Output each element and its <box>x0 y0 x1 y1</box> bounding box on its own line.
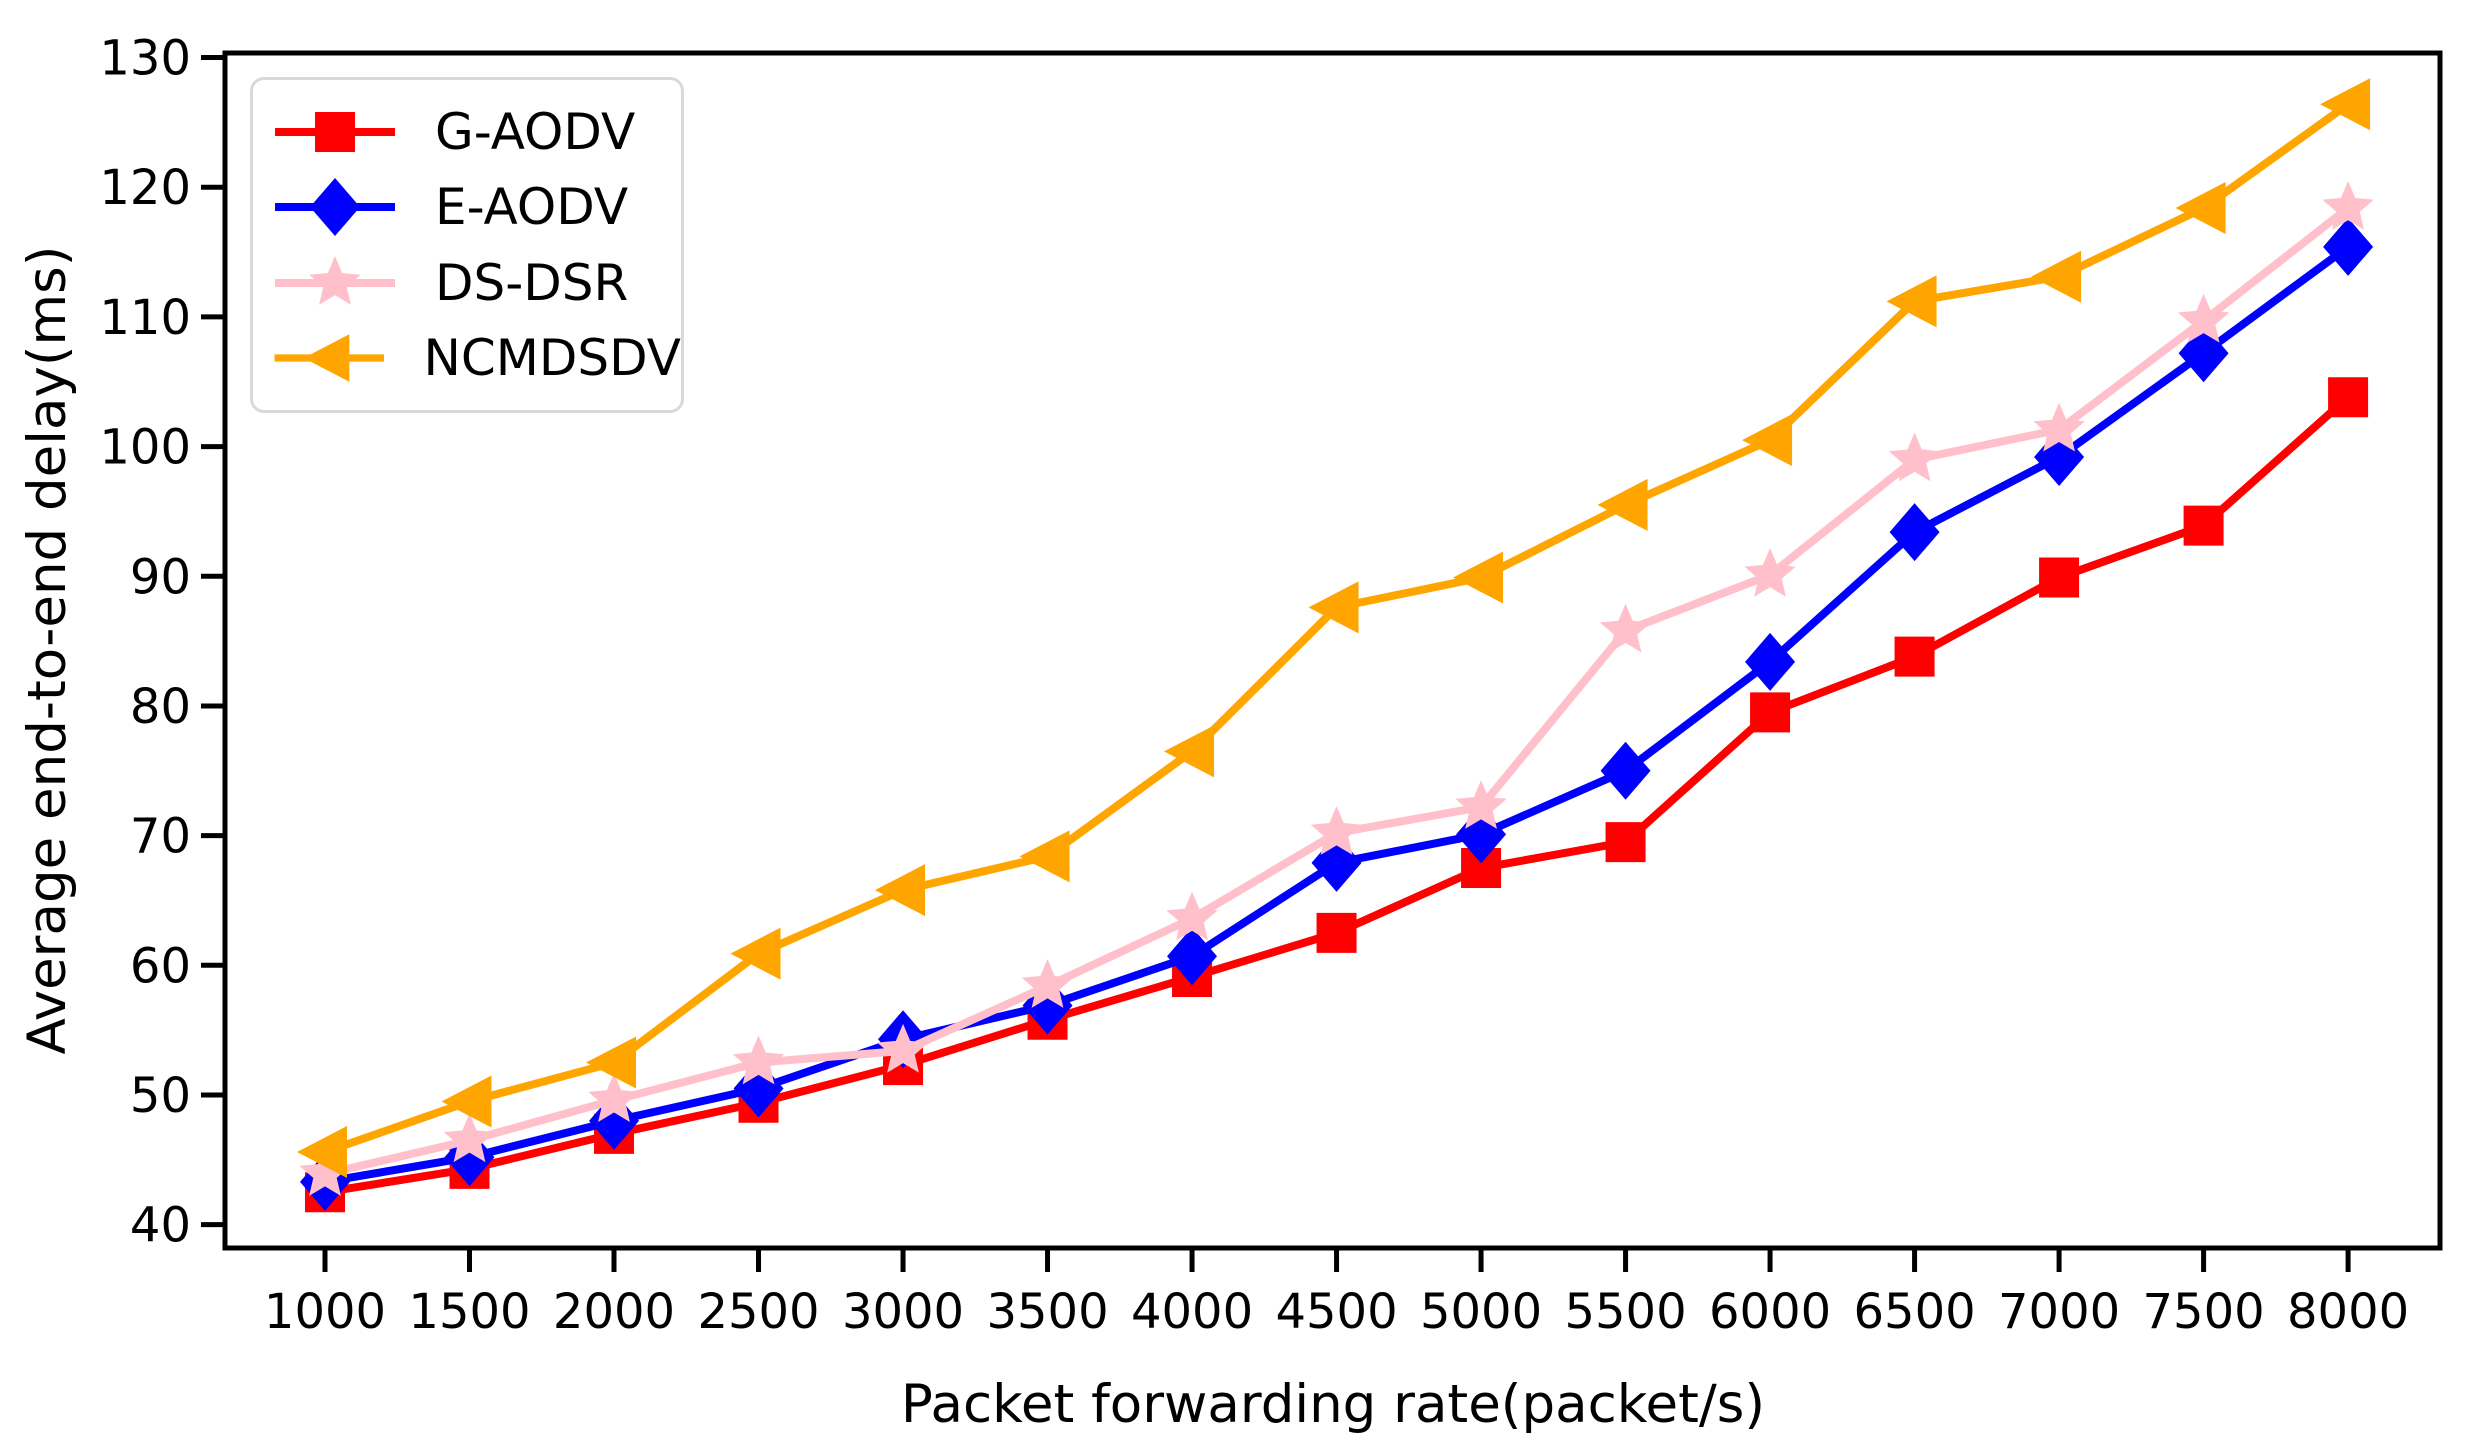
data-point-triangle-left-icon <box>2320 78 2371 131</box>
data-point-triangle-left-icon <box>730 927 781 980</box>
data-point-diamond-icon <box>1745 632 1796 691</box>
x-axis-title: Packet forwarding rate(packet/s) <box>900 1374 1766 1435</box>
legend-diamond-icon <box>275 178 395 237</box>
x-tick-label: 7500 <box>2143 1284 2265 1340</box>
data-point-triangle-left-icon <box>1308 581 1359 634</box>
x-tick-label: 5500 <box>1564 1284 1686 1340</box>
data-point-star-icon <box>299 1147 351 1196</box>
legend-item-DS-DSR: DS-DSR <box>253 251 681 315</box>
x-tick-label: 4000 <box>1131 1284 1253 1340</box>
legend-label: DS-DSR <box>435 253 629 312</box>
data-point-star-icon <box>1744 547 1796 597</box>
data-point-square-icon <box>2039 557 2080 598</box>
data-point-diamond-icon <box>1600 741 1651 800</box>
y-tick-label: 80 <box>130 679 191 735</box>
y-axis: 40 50 60 70 80 90 100 110 120 130 <box>99 31 225 1254</box>
data-point-star-icon <box>732 1035 785 1085</box>
data-point-triangle-left-icon <box>1742 414 1793 467</box>
data-point-triangle-left-icon <box>1164 725 1215 778</box>
y-tick-label: 100 <box>99 420 191 476</box>
x-tick-label: 8000 <box>2287 1284 2409 1340</box>
y-axis-title: Average end-to-end delay(ms) <box>17 245 78 1055</box>
legend-item-E-AODV: E-AODV <box>253 175 681 239</box>
y-tick-label: 120 <box>99 160 191 216</box>
plot-border <box>222 50 2443 1251</box>
legend-label: E-AODV <box>435 178 629 237</box>
data-point-diamond-icon <box>1167 927 1218 986</box>
legend-label: NCMDSDV <box>423 329 681 388</box>
y-tick-label: 110 <box>99 290 191 346</box>
x-tick-label: 1000 <box>264 1284 386 1340</box>
x-tick-label: 6500 <box>1853 1284 1975 1340</box>
data-point-triangle-left-icon <box>875 864 926 917</box>
x-tick-label: 7000 <box>1998 1284 2120 1340</box>
data-point-square-icon <box>2183 505 2224 546</box>
data-point-star-icon <box>1310 806 1363 855</box>
data-point-square-icon <box>1605 822 1646 863</box>
data-point-square-icon <box>1461 848 1502 889</box>
x-tick-label: 3000 <box>842 1284 964 1340</box>
data-point-star-icon <box>1021 959 1074 1008</box>
data-point-square-icon <box>2328 377 2369 418</box>
data-point-square-icon <box>1750 692 1791 733</box>
data-point-triangle-left-icon <box>1019 830 1070 883</box>
x-tick-label: 6000 <box>1709 1284 1831 1340</box>
series-NCMDSDV <box>296 78 2371 1179</box>
y-tick-label: 40 <box>130 1198 191 1254</box>
data-point-triangle-left-icon <box>441 1075 492 1128</box>
data-point-star-icon <box>2177 293 2230 343</box>
data-point-triangle-left-icon <box>296 1126 347 1179</box>
data-point-star-icon <box>443 1113 496 1163</box>
data-point-triangle-left-icon <box>2175 181 2226 234</box>
axes: 1000 1500 2000 2500 3000 3500 4000 4500 5000 5500… <box>99 31 2443 1340</box>
data-point-star-icon <box>1166 891 1218 941</box>
y-tick-label: 50 <box>130 1068 191 1124</box>
x-tick-label: 2000 <box>553 1284 675 1340</box>
data-point-diamond-icon <box>2323 217 2374 276</box>
data-point-square-icon <box>1316 912 1357 953</box>
data-point-triangle-left-icon <box>1597 478 1648 531</box>
x-tick-label: 5000 <box>1420 1284 1542 1340</box>
series-DS-DSR <box>299 180 2374 1196</box>
x-axis: 1000 1500 2000 2500 3000 3500 4000 4500 5000 5500… <box>264 1248 2409 1340</box>
y-tick-label: 90 <box>130 549 191 605</box>
legend-item-NCMDSDV: NCMDSDV <box>253 326 681 390</box>
data-point-star-icon <box>877 1023 929 1073</box>
x-tick-label: 4500 <box>1275 1284 1397 1340</box>
legend-label: G-AODV <box>435 102 636 161</box>
x-tick-label: 3500 <box>986 1284 1108 1340</box>
data-point-star-icon <box>588 1073 640 1122</box>
y-tick-label: 60 <box>130 938 191 994</box>
legend-star-icon <box>275 255 395 305</box>
legend-square-icon <box>275 111 395 152</box>
data-point-star-icon <box>1599 603 1652 653</box>
y-tick-label: 130 <box>99 31 191 87</box>
data-point-star-icon <box>1455 780 1507 829</box>
x-tick-label: 2500 <box>697 1284 819 1340</box>
data-point-star-icon <box>2033 402 2085 452</box>
legend-item-G-AODV: G-AODV <box>253 100 681 164</box>
data-point-star-icon <box>1888 432 1941 482</box>
data-point-star-icon <box>2322 180 2374 230</box>
data-point-triangle-left-icon <box>2031 250 2082 303</box>
data-point-triangle-left-icon <box>1453 551 1504 604</box>
x-tick-label: 1500 <box>408 1284 530 1340</box>
y-tick-label: 70 <box>130 809 191 865</box>
data-point-triangle-left-icon <box>586 1036 637 1089</box>
data-point-diamond-icon <box>1889 503 1940 562</box>
data-point-triangle-left-icon <box>1886 275 1937 328</box>
legend: G-AODV E-AODV DS-DSR NCMDSDV <box>250 77 684 413</box>
legend-triangle-left-icon <box>274 334 384 383</box>
data-point-square-icon <box>1894 636 1935 677</box>
